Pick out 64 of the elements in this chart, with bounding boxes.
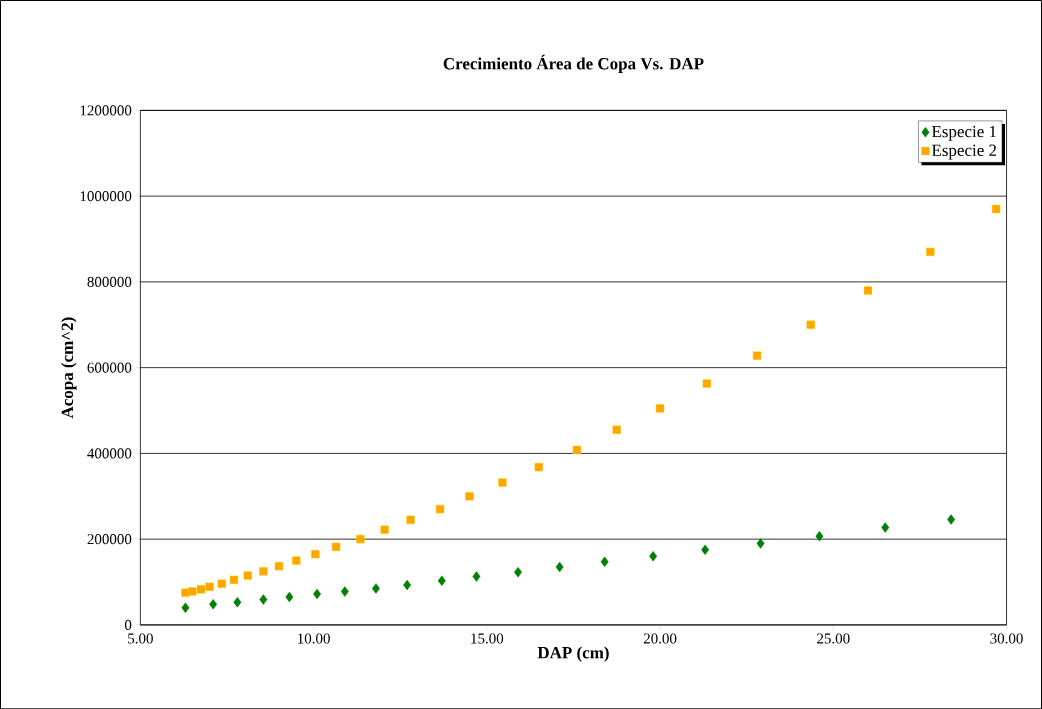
y-tick-label: 600000 — [87, 362, 132, 373]
point — [555, 561, 564, 573]
point — [701, 544, 710, 555]
point — [752, 351, 762, 360]
point — [572, 445, 582, 454]
point — [188, 587, 197, 596]
point — [806, 320, 815, 329]
y-tick-label: 800000 — [87, 276, 132, 287]
x-tick-label: 5.00 — [128, 633, 153, 644]
point — [649, 550, 658, 562]
point — [534, 462, 543, 472]
point — [340, 586, 349, 597]
point — [217, 579, 226, 588]
y-tick-label: 0 — [124, 619, 132, 630]
point — [435, 504, 445, 514]
x-tick-label: 15.00 — [471, 633, 504, 644]
point — [702, 379, 712, 388]
point — [881, 522, 890, 533]
point — [285, 591, 294, 603]
point — [756, 538, 765, 549]
x-axis-title: DAP (cm) — [537, 646, 609, 662]
point — [991, 204, 1001, 214]
point — [947, 514, 956, 525]
x-tick-label: 20.00 — [643, 633, 677, 644]
point — [205, 582, 214, 591]
point — [181, 602, 190, 613]
y-axis-title: Acopa (cm^2) — [61, 317, 77, 419]
point — [292, 556, 301, 565]
point — [926, 247, 935, 256]
point — [311, 549, 320, 559]
point — [472, 571, 481, 582]
chart-title: Crecimiento Área de Copa Vs. DAP — [443, 54, 704, 73]
point — [380, 525, 389, 534]
point — [465, 491, 474, 501]
point — [498, 478, 507, 487]
point — [815, 530, 824, 542]
y-tick-label: 1200000 — [80, 105, 132, 116]
point — [259, 594, 268, 605]
x-tick-label: 10.00 — [298, 633, 330, 644]
point — [233, 596, 242, 608]
legend-label: Especie 1 — [931, 125, 996, 141]
legend-label: Especie 2 — [931, 144, 997, 160]
point — [209, 598, 218, 610]
point — [612, 425, 621, 434]
point — [259, 566, 268, 576]
point — [229, 575, 239, 584]
point — [863, 286, 873, 295]
y-tick-label: 1000000 — [80, 190, 132, 202]
point — [437, 575, 446, 586]
point — [331, 542, 341, 551]
point — [655, 404, 665, 413]
y-tick-label: 400000 — [87, 448, 132, 459]
point — [356, 534, 365, 544]
point — [313, 588, 322, 600]
point — [196, 584, 206, 594]
point — [406, 515, 415, 524]
point — [274, 561, 284, 571]
point — [600, 556, 609, 567]
point — [243, 571, 252, 580]
x-tick-label: 30.00 — [990, 633, 1023, 644]
x-tick-label: 25.00 — [817, 633, 850, 644]
point — [372, 583, 380, 594]
y-tick-label: 200000 — [87, 533, 132, 545]
point — [403, 579, 412, 591]
